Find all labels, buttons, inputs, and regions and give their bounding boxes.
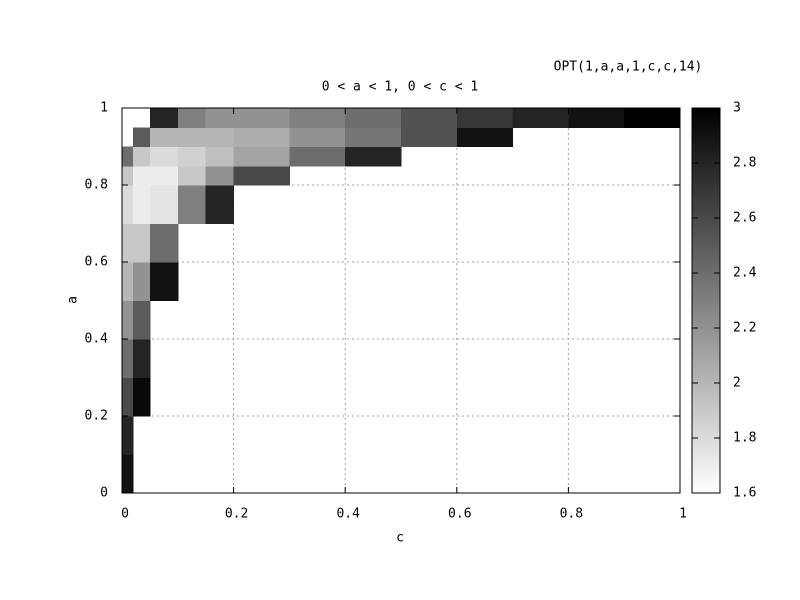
colorbar-tick-label: 1.6 — [733, 486, 756, 501]
x-tick-label: 1 — [679, 507, 687, 522]
y-tick-label: 0.4 — [85, 332, 109, 347]
y-tick-label: 0 — [100, 486, 108, 501]
y-axis-label: a — [66, 296, 81, 304]
y-tick-label: 0.2 — [85, 409, 108, 424]
x-axis-label: c — [396, 531, 404, 546]
colorbar-tick-label: 2.4 — [733, 266, 757, 281]
colorbar-tick-label: 2 — [733, 376, 741, 391]
heatmap-cell — [122, 339, 134, 378]
colorbar-tick-label: 2.2 — [733, 321, 756, 336]
heatmap-cell — [289, 146, 346, 167]
heatmap-cell — [233, 165, 290, 186]
heatmap-cell — [122, 416, 134, 455]
heatmap-cell — [122, 300, 134, 340]
heatmap-cell — [177, 185, 207, 224]
annotation: OPT(1,a,a,1,c,c,14) — [554, 60, 703, 75]
heatmap-cell — [133, 223, 151, 263]
heatmap-cell — [122, 262, 134, 301]
y-tick-label: 0.8 — [85, 178, 108, 193]
heatmap-cell — [345, 146, 402, 167]
heatmap-cell — [133, 185, 151, 224]
heatmap-cell — [401, 108, 458, 128]
heatmap-cell — [568, 108, 625, 128]
chart-title: 0 < a < 1, 0 < c < 1 — [322, 80, 479, 95]
x-tick-label: 0.8 — [560, 507, 583, 522]
heatmap-cell — [289, 127, 346, 147]
heatmap-cell — [177, 146, 207, 167]
colorbar-tick-label: 2.6 — [733, 211, 756, 226]
heatmap-cell — [133, 165, 151, 186]
heatmap-cell — [149, 146, 179, 167]
heatmap-cell — [205, 146, 235, 167]
plot-border — [121, 107, 681, 494]
heatmap-cell — [177, 127, 207, 147]
y-tick-label: 1 — [100, 101, 108, 116]
heatmap-cell — [133, 339, 151, 378]
heatmap-cell — [122, 377, 134, 417]
heatmap-cell — [177, 108, 207, 128]
heatmap-cell — [122, 185, 134, 224]
heatmap-cell — [401, 127, 458, 147]
heatmap-cell — [177, 165, 207, 186]
colorbar-tick-label: 3 — [733, 101, 741, 116]
heatmap-cell — [133, 262, 151, 301]
heatmap-cell — [289, 108, 346, 128]
heatmap-cell — [233, 108, 290, 128]
heatmap-cell — [624, 108, 681, 128]
heatmap-cell — [456, 108, 514, 128]
heatmap-cell — [133, 377, 151, 417]
colorbar — [691, 107, 721, 494]
x-tick-label: 0.2 — [225, 507, 248, 522]
heatmap-cell — [233, 146, 290, 167]
heatmap-cell — [205, 185, 235, 224]
heatmap-cell — [205, 165, 235, 186]
heatmap-cell — [122, 454, 134, 494]
heatmap-cell — [149, 185, 179, 224]
heatmap-cell — [149, 262, 179, 301]
heatmap-cell — [149, 165, 179, 186]
heatmap-cell — [233, 127, 290, 147]
x-tick-label: 0.4 — [336, 507, 360, 522]
heatmap-cell — [122, 223, 134, 263]
heatmap-cell — [512, 108, 569, 128]
heatmap-cell — [205, 127, 235, 147]
heatmap-cell — [122, 165, 134, 186]
colorbar-tick-label: 2.8 — [733, 156, 756, 171]
heatmap-cell — [149, 108, 179, 128]
colorbar-tick-label: 1.8 — [733, 431, 756, 446]
y-tick-label: 0.6 — [85, 255, 108, 270]
heatmap-cell — [456, 127, 514, 147]
heatmap-cell — [122, 146, 134, 167]
heatmap-cell — [345, 127, 402, 147]
heatmap-cell — [133, 146, 151, 167]
heatmap-cell — [345, 108, 402, 128]
heatmap-cell — [133, 300, 151, 340]
heatmap-cell — [149, 223, 179, 263]
heatmap-cell — [133, 127, 151, 147]
x-tick-label: 0 — [121, 507, 129, 522]
heatmap-cell — [149, 127, 179, 147]
x-tick-label: 0.6 — [448, 507, 471, 522]
heatmap-cell — [205, 108, 235, 128]
